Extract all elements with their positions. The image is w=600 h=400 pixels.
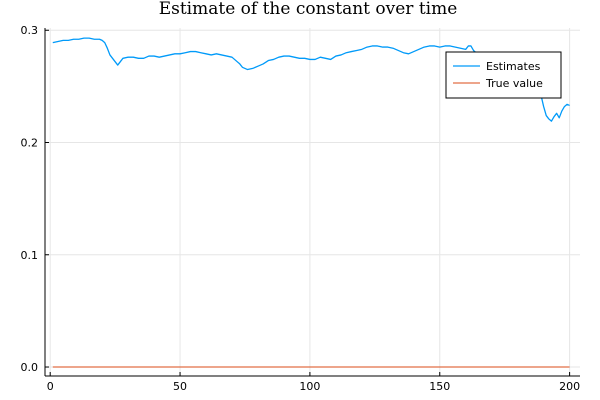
- legend-label-0: Estimates: [486, 60, 541, 73]
- tick-labels: 0 50 100 150 200 0.0 0.1 0.2 0.3: [21, 24, 581, 393]
- x-tick-label-0: 0: [47, 380, 54, 393]
- chart-title: Estimate of the constant over time: [159, 0, 458, 19]
- legend-box: [445, 51, 562, 99]
- x-tick-label-2: 100: [299, 380, 320, 393]
- x-tick-label-3: 150: [429, 380, 450, 393]
- y-tick-label-3: 0.3: [21, 24, 39, 37]
- y-tick-label-1: 0.1: [21, 249, 39, 262]
- x-tick-label-1: 50: [173, 380, 187, 393]
- x-tick-label-4: 200: [559, 380, 580, 393]
- legend: Estimates True value: [445, 51, 562, 99]
- axes: [44, 28, 580, 377]
- legend-label-1: True value: [485, 77, 543, 90]
- y-tick-label-0: 0.0: [21, 361, 39, 374]
- y-tick-label-2: 0.2: [21, 137, 39, 150]
